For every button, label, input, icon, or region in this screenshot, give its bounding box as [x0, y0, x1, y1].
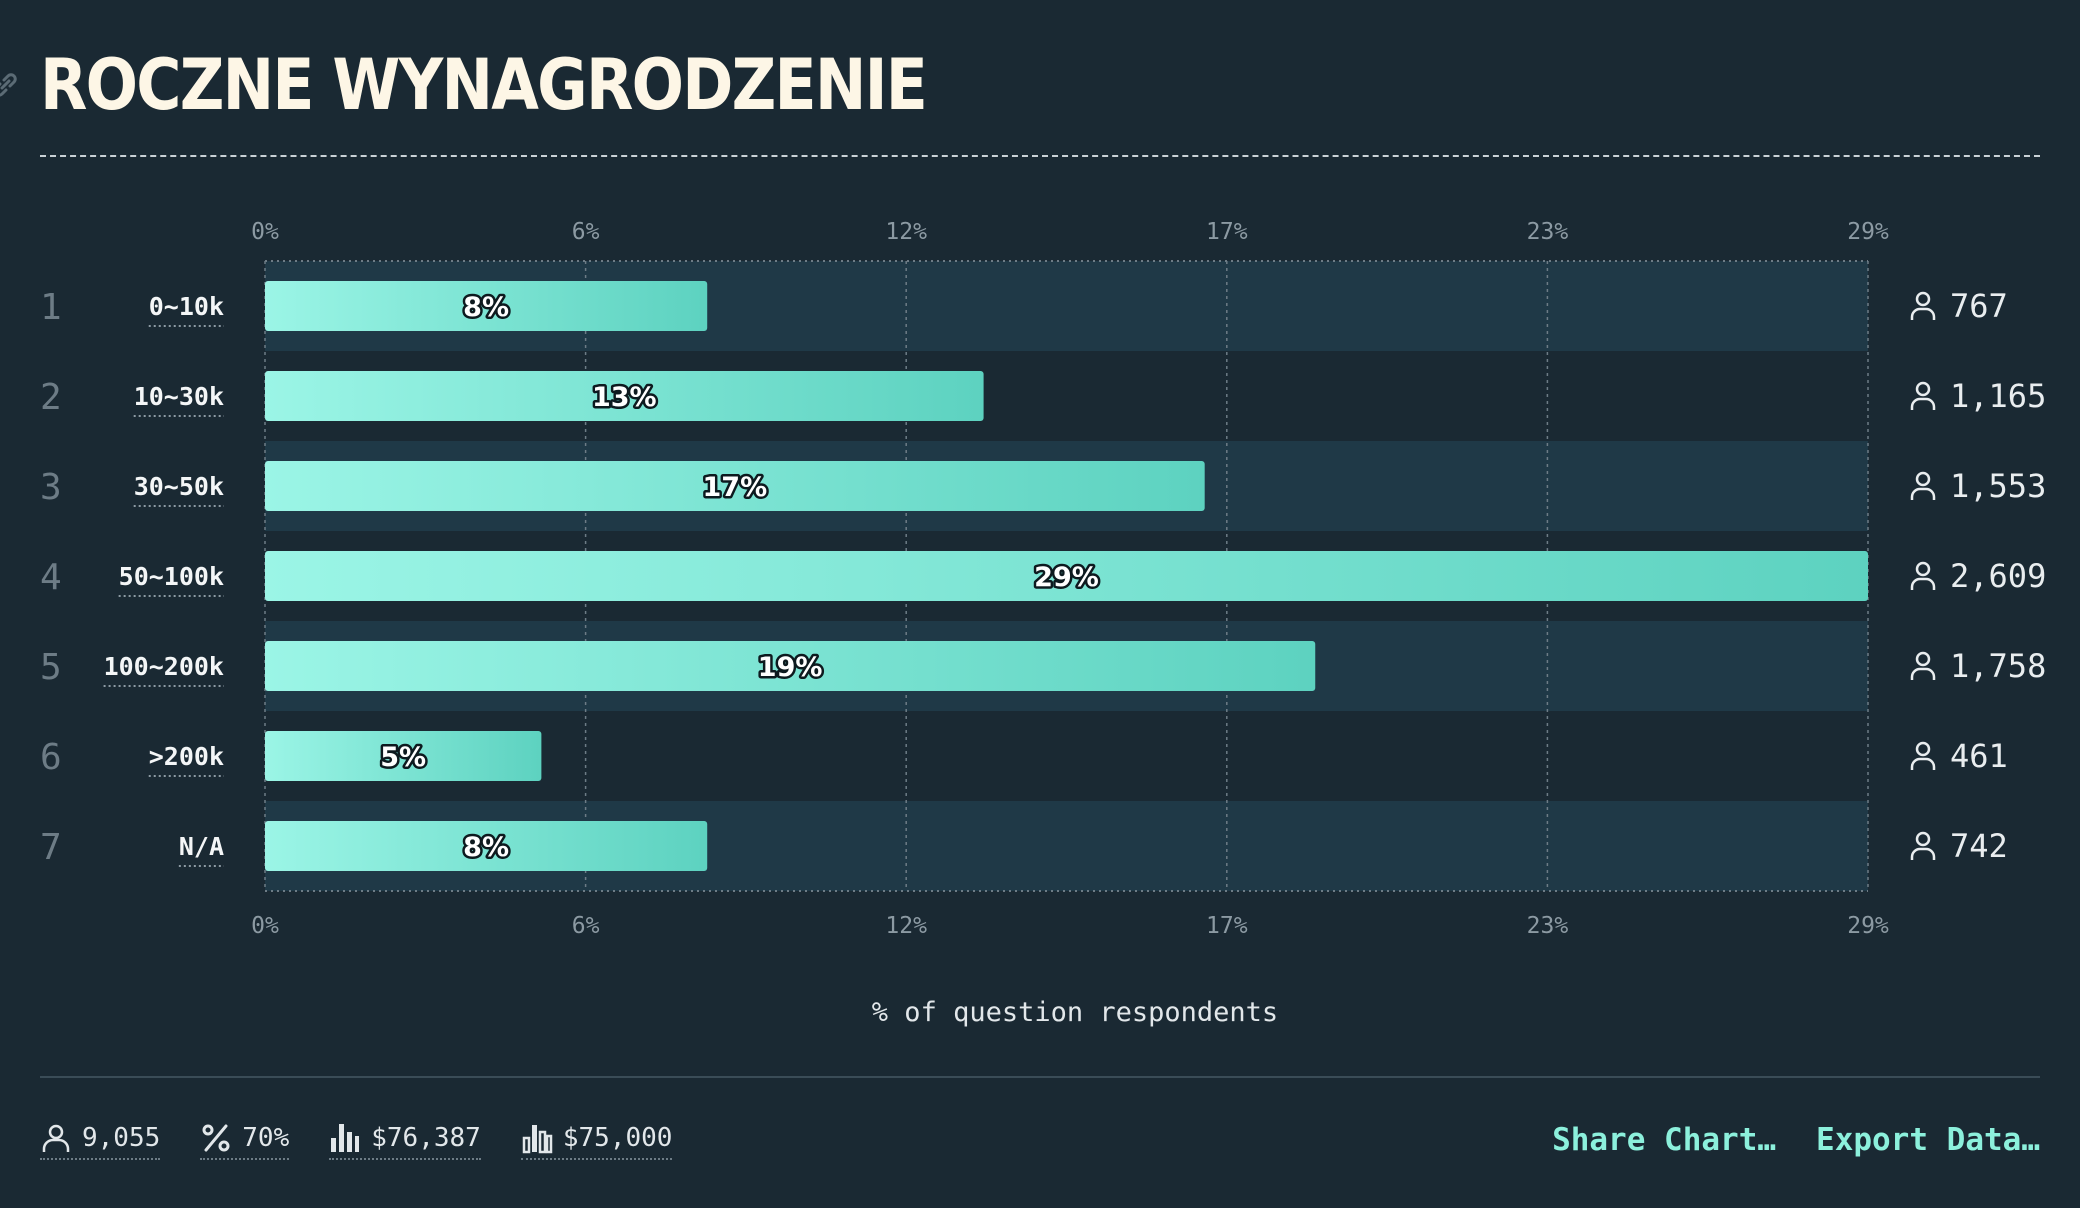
- person-icon-body: [1910, 847, 1936, 860]
- percent-icon: [202, 1124, 230, 1152]
- summary-stats: 9,055 70% $76,387: [40, 1122, 712, 1160]
- person-icon: [1910, 381, 1936, 410]
- person-icon-head: [1915, 381, 1931, 397]
- category-label[interactable]: >200k: [149, 742, 224, 771]
- respondent-count: 1,758: [1950, 647, 2046, 685]
- person-icon-head: [1915, 651, 1931, 667]
- category-label[interactable]: 10~30k: [134, 382, 224, 411]
- mean-value: $76,387: [371, 1123, 481, 1153]
- x-tick-label-top: 12%: [885, 219, 927, 245]
- x-tick-label-top: 6%: [572, 219, 600, 245]
- person-icon-body: [1910, 397, 1936, 410]
- bar[interactable]: [265, 821, 708, 871]
- person-icon: [1910, 291, 1936, 320]
- x-tick-label-bottom: 12%: [885, 913, 927, 939]
- chart-title: ROCZNE WYNAGRODZENIE: [40, 44, 928, 126]
- percent-stat[interactable]: 70%: [200, 1122, 290, 1160]
- person-icon: [42, 1124, 70, 1152]
- respondent-count: 461: [1950, 737, 2008, 775]
- rank-number: 1: [40, 287, 62, 328]
- bar-value-label: 8%: [463, 292, 509, 323]
- rank-number: 7: [40, 827, 62, 868]
- person-icon-head: [1915, 471, 1931, 487]
- x-tick-label-bottom: 0%: [251, 913, 279, 939]
- bar[interactable]: [265, 461, 1205, 511]
- bar-value-label: 29%: [1034, 562, 1099, 593]
- rank-number: 4: [40, 557, 62, 598]
- rank-number: 3: [40, 467, 62, 508]
- title-divider: [40, 155, 2040, 157]
- share-chart-button[interactable]: Share Chart…: [1552, 1122, 1777, 1158]
- bar-value-label: 8%: [463, 832, 509, 863]
- person-icon: [1910, 831, 1936, 860]
- chart-actions: Share Chart… Export Data…: [1512, 1122, 2040, 1158]
- person-icon-body: [1910, 487, 1936, 500]
- x-tick-label-bottom: 6%: [572, 913, 600, 939]
- person-icon-body: [1910, 577, 1936, 590]
- respondents-value: 9,055: [82, 1123, 161, 1153]
- x-tick-label-bottom: 23%: [1527, 913, 1569, 939]
- bar[interactable]: [265, 371, 984, 421]
- person-icon-body: [1910, 757, 1936, 770]
- mean-bars-icon: [331, 1124, 360, 1152]
- bar-chart: 0% 0% 6% 6% 12% 12% 17% 17% 23% 23% 29% 29% 1 0~10k 8%…: [40, 219, 2046, 939]
- person-icon: [1910, 471, 1936, 500]
- category-label[interactable]: N/A: [179, 832, 224, 861]
- median-value: $75,000: [562, 1123, 673, 1153]
- person-icon-head: [1915, 561, 1931, 577]
- bar[interactable]: [265, 731, 542, 781]
- percent-value: 70%: [242, 1123, 290, 1153]
- respondents-stat[interactable]: 9,055: [40, 1122, 161, 1160]
- bar-value-label: 5%: [380, 742, 426, 773]
- rank-number: 5: [40, 647, 62, 688]
- bar-value-label: 13%: [592, 382, 657, 413]
- respondent-count: 742: [1950, 827, 2008, 865]
- category-label[interactable]: 100~200k: [104, 652, 224, 681]
- footer-divider: [40, 1076, 2040, 1078]
- rank-number: 6: [40, 737, 62, 778]
- median-bars-icon: [522, 1125, 553, 1154]
- x-tick-label-bottom: 17%: [1206, 913, 1248, 939]
- x-tick-label-top: 0%: [251, 219, 279, 245]
- person-icon-head: [1915, 831, 1931, 847]
- export-data-button[interactable]: Export Data…: [1816, 1122, 2040, 1158]
- category-label[interactable]: 0~10k: [149, 292, 224, 321]
- bar-value-label: 17%: [703, 472, 768, 503]
- category-label[interactable]: 50~100k: [119, 562, 224, 591]
- person-icon-body: [1910, 667, 1936, 680]
- person-icon-body: [1910, 307, 1936, 320]
- mean-stat[interactable]: $76,387: [329, 1122, 481, 1160]
- bar[interactable]: [265, 281, 708, 331]
- respondent-count: 2,609: [1950, 557, 2046, 595]
- median-stat[interactable]: $75,000: [520, 1122, 673, 1160]
- respondent-count: 1,553: [1950, 467, 2046, 505]
- person-icon: [1910, 741, 1936, 770]
- person-icon-head: [1915, 741, 1931, 757]
- bar[interactable]: [265, 641, 1316, 691]
- person-icon: [1910, 651, 1936, 680]
- x-tick-label-bottom: 29%: [1847, 913, 1889, 939]
- link-icon[interactable]: [0, 70, 20, 100]
- x-tick-label-top: 23%: [1527, 219, 1569, 245]
- person-icon: [1910, 561, 1936, 590]
- respondent-count: 1,165: [1950, 377, 2046, 415]
- bar-value-label: 19%: [758, 652, 823, 683]
- person-icon-head: [1915, 291, 1931, 307]
- rank-number: 2: [40, 377, 62, 418]
- category-label[interactable]: 30~50k: [134, 472, 224, 501]
- respondent-count: 767: [1950, 287, 2008, 325]
- x-tick-label-top: 17%: [1206, 219, 1248, 245]
- bar[interactable]: [265, 551, 1868, 601]
- x-axis-label: % of question respondents: [871, 997, 1279, 1028]
- x-tick-label-top: 29%: [1847, 219, 1889, 245]
